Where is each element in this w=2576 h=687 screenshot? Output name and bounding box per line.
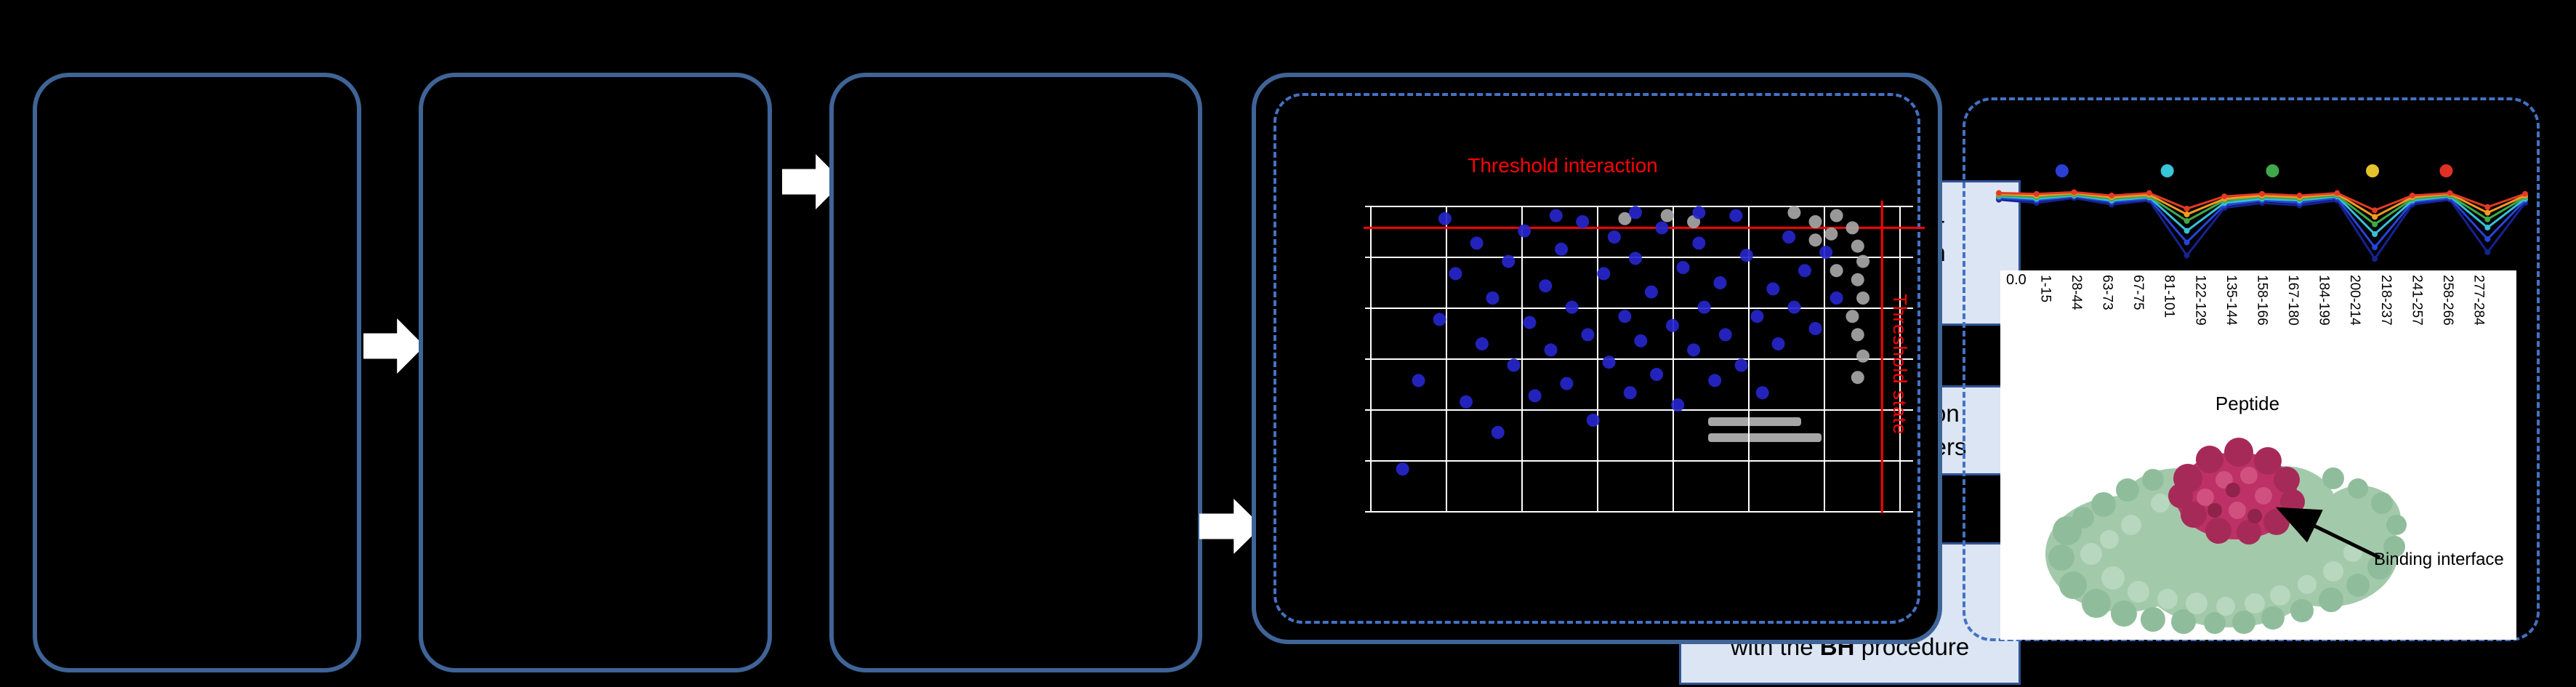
peptide-tick-label: 122-129 [2192, 275, 2208, 326]
flow-arrow-right-icon [363, 318, 424, 374]
peptide-tick-label: 258-266 [2440, 275, 2456, 326]
structure-panel-dashed-frame [1963, 97, 2540, 641]
panel-csv-file: X CSV [419, 73, 1181, 672]
peptide-tick-label: 200-214 [2347, 275, 2363, 326]
peptide-tick-label: 184-199 [2316, 275, 2332, 326]
peptide-tick-label: 1-15 [2037, 275, 2053, 303]
peptide-axis-label: Peptide [2215, 393, 2280, 414]
peptide-tick-label: 167-180 [2285, 275, 2301, 326]
threshold-interaction-label: Threshold interaction [1468, 154, 1658, 177]
results-plot-dashed-frame [1273, 93, 1920, 624]
binding-interface-region [2168, 438, 2305, 545]
threshold-state-label: Threshold state [1889, 294, 1911, 435]
peptide-tick-label: 241-257 [2409, 275, 2425, 326]
peptide-tick-label: 28-44 [2068, 275, 2084, 310]
panel-input [33, 73, 361, 672]
peptide-tick-label: 67-75 [2130, 275, 2146, 310]
binding-interface-label: Binding interface [2374, 550, 2504, 569]
protein-structure [2045, 438, 2407, 634]
peptide-tick-label: 277-284 [2471, 275, 2487, 326]
protein-surface-highlights [2080, 494, 2362, 616]
deuterium-uptake-line-chart [1996, 164, 2528, 262]
peptide-tick-label: 218-237 [2378, 275, 2394, 326]
peptide-tick-label: 135-144 [2223, 275, 2239, 326]
peptide-tick-label: 158-166 [2254, 275, 2270, 326]
peptide-tick-labels-row: 1-15 28-44 63-73 67-75 81-101 122-129 135-144 1… [2029, 275, 2495, 390]
volcano-scatter-plot [1364, 201, 1925, 513]
panel-statistical-steps: Fit a linear mixed- effects model with R… [829, 73, 2021, 685]
protein-surface-bumps [2048, 467, 2407, 634]
binding-interface-arrow-icon [2276, 507, 2381, 560]
peptide-tick-label: 81-101 [2161, 275, 2177, 318]
peptide-axis-and-structure-area: 0.0 1-15 28-44 63-73 67-75 81-101 122-129 135-… [2000, 270, 2516, 640]
y-axis-tick-label: 0.0 [2006, 272, 2026, 288]
peptide-tick-label: 63-73 [2099, 275, 2115, 310]
